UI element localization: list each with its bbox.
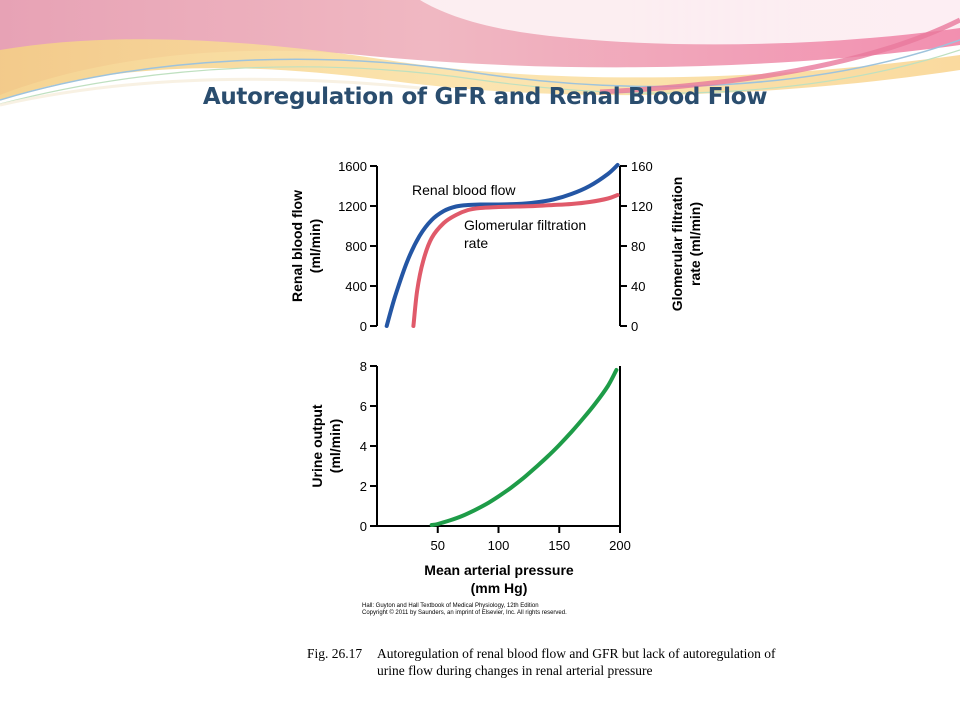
x-axis-title-line2: (mm Hg) — [471, 580, 528, 596]
top-left-ticks: 0 400 800 1200 1600 — [338, 159, 377, 334]
series-line-renal-blood-flow — [384, 163, 620, 328]
tick-label-x-100: 100 — [488, 538, 510, 553]
bottom-y-title-line1: Urine output — [309, 404, 325, 488]
slide-title: Autoregulation of GFR and Renal Blood Fl… — [202, 84, 768, 110]
tick-label-urine-8: 8 — [360, 359, 367, 374]
label-gfr-line2: rate — [464, 235, 488, 251]
tick-label-left-800: 800 — [345, 239, 367, 254]
caption-text: Autoregulation of renal blood flow and G… — [377, 646, 776, 678]
tick-label-urine-0: 0 — [360, 519, 367, 534]
series-line-glomerular-filtration-rate — [411, 193, 620, 328]
tick-label-left-1600: 1600 — [338, 159, 367, 174]
tick-label-right-160: 160 — [631, 159, 653, 174]
tick-label-urine-4: 4 — [360, 439, 367, 454]
credit-line-1: Hall: Guyton and Hall Textbook of Medica… — [362, 603, 539, 609]
credit-line-2: Copyright © 2011 by Saunders, an imprint… — [362, 609, 567, 616]
label-gfr-line1: Glomerular filtration — [464, 217, 586, 233]
tick-label-right-80: 80 — [631, 239, 645, 254]
chart-top-renal-flow-gfr: 0 400 800 1200 1600 0 40 80 120 160 Renal blood … — [289, 159, 703, 334]
tick-label-right-0: 0 — [631, 319, 638, 334]
caption-figure-number: Fig. 26.17 — [307, 646, 363, 661]
top-left-y-title-line2: (ml/min) — [307, 219, 323, 273]
x-axis-title-line1: Mean arterial pressure — [424, 562, 574, 578]
top-right-y-title-line1: Glomerular filtration — [669, 177, 685, 312]
bottom-y-title-line2: (ml/min) — [327, 419, 343, 473]
tick-label-left-1200: 1200 — [338, 199, 367, 214]
tick-label-urine-6: 6 — [360, 399, 367, 414]
series-line-urine-output — [429, 368, 619, 527]
figure-caption: Fig. 26.17 Autoregulation of renal blood… — [307, 645, 777, 679]
tick-label-x-50: 50 — [431, 538, 445, 553]
top-right-ticks: 0 40 80 120 160 — [620, 159, 653, 334]
tick-label-right-40: 40 — [631, 279, 645, 294]
tick-label-x-200: 200 — [609, 538, 631, 553]
label-renal-blood-flow: Renal blood flow — [412, 182, 516, 198]
decorative-banner — [0, 0, 960, 107]
bottom-y-ticks: 0 2 4 6 8 — [360, 359, 377, 534]
top-right-y-title-line2: rate (ml/min) — [687, 202, 703, 286]
tick-label-urine-2: 2 — [360, 479, 367, 494]
tick-label-left-0: 0 — [360, 319, 367, 334]
tick-label-x-150: 150 — [548, 538, 570, 553]
tick-label-right-120: 120 — [631, 199, 653, 214]
top-left-y-title-line1: Renal blood flow — [289, 190, 305, 302]
figure-panel: 0 400 800 1200 1600 0 40 80 120 160 Renal blood … — [284, 156, 704, 618]
tick-label-left-400: 400 — [345, 279, 367, 294]
bottom-x-ticks: 50 100 150 200 — [431, 526, 631, 553]
